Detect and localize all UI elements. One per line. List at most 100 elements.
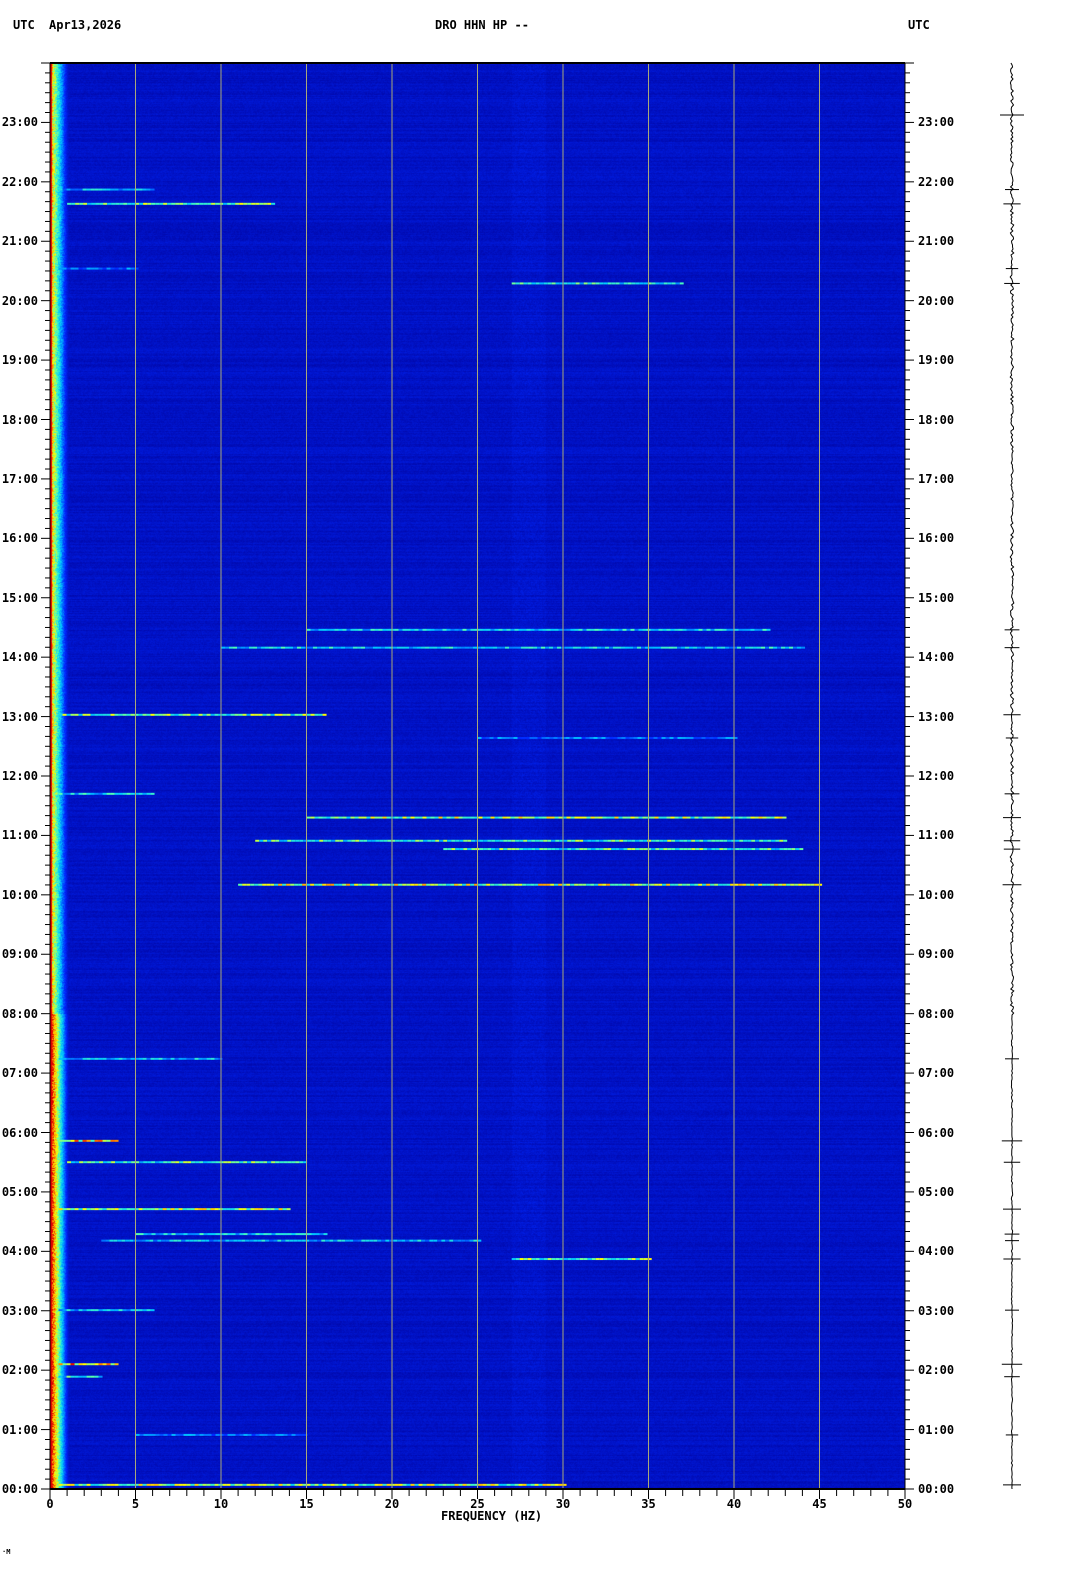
spectral-event-segment (458, 816, 463, 819)
spectral-event-segment (82, 1309, 87, 1312)
spectral-event-segment (409, 1239, 414, 1242)
spectral-event-segment (554, 1483, 559, 1486)
spectral-event-segment (734, 883, 739, 886)
spectral-event-segment (369, 646, 373, 649)
spectral-event-segment (98, 1363, 103, 1366)
spectral-event-segment (554, 883, 559, 886)
spectral-event-segment (154, 1483, 159, 1486)
spectral-event-segment (578, 816, 583, 819)
spectral-event-segment (623, 1258, 628, 1261)
spectral-event-segment (478, 816, 483, 819)
spectral-event-segment (303, 839, 308, 842)
spectral-event-segment (725, 736, 730, 739)
spectral-event-segment (491, 848, 496, 851)
spectral-event-segment (713, 736, 718, 739)
spectral-event-segment (166, 1057, 171, 1060)
spectral-event-segment (495, 848, 500, 851)
spectral-event-segment (78, 1363, 83, 1366)
spectral-event-segment (542, 883, 547, 886)
spectral-event-segment (350, 628, 355, 631)
spectral-event-segment (138, 792, 143, 795)
spectral-event-segment (685, 736, 690, 739)
spectral-event-segment (402, 816, 407, 819)
spectral-event-segment (291, 1433, 296, 1436)
spectral-event-segment (358, 628, 363, 631)
spectral-event-segment (518, 628, 523, 631)
spectral-event-segment (665, 646, 669, 649)
spectral-event-segment (643, 282, 648, 285)
spectral-event-segment (58, 713, 63, 716)
spectral-event-segment (199, 1161, 204, 1164)
spectral-event-segment (135, 1433, 140, 1436)
spectral-event-segment (517, 646, 521, 649)
spectral-event-segment (298, 713, 303, 716)
spectral-event-segment (683, 848, 688, 851)
spectral-event-segment (62, 267, 67, 270)
spectral-event-segment (611, 839, 616, 842)
y-tick-label-left: 04:00 (1, 1244, 38, 1259)
spectral-event-segment (661, 646, 665, 649)
spectral-event-segment (211, 202, 216, 205)
spectral-event-segment (322, 713, 327, 716)
spectral-event-segment (263, 1233, 268, 1236)
spectral-event-segment (150, 1309, 155, 1312)
spectral-event-segment (701, 736, 706, 739)
spectral-event-segment (693, 646, 697, 649)
spectral-event-segment (381, 646, 385, 649)
spectral-event-segment (170, 1208, 175, 1211)
spectral-event-segment (215, 1161, 220, 1164)
spectral-event-segment (103, 202, 108, 205)
spectral-event-segment (227, 1433, 232, 1436)
spectral-event-segment (233, 1239, 238, 1242)
spectral-event-segment (731, 848, 736, 851)
spectral-event-segment (397, 646, 401, 649)
spectral-event-segment (255, 1433, 260, 1436)
spectral-event-segment (399, 839, 404, 842)
spectral-event-segment (598, 883, 603, 886)
spectral-event-segment (750, 628, 755, 631)
spectral-event-segment (110, 792, 115, 795)
spectral-event-segment (470, 883, 475, 886)
spectral-event-segment (207, 1161, 212, 1164)
spectral-event-segment (239, 1233, 244, 1236)
spectral-event-segment (685, 646, 689, 649)
spectral-event-segment (82, 713, 87, 716)
spectral-event-segment (295, 839, 300, 842)
spectral-event-segment (138, 1057, 143, 1060)
spectral-event-segment (774, 816, 779, 819)
spectral-event-segment (477, 1239, 482, 1242)
spectral-event-segment (366, 883, 371, 886)
spectral-event-segment (575, 848, 580, 851)
spectral-event-segment (338, 1483, 343, 1486)
spectral-event-segment (710, 628, 715, 631)
spectral-event-segment (82, 188, 87, 191)
spectral-event-segment (229, 1239, 234, 1242)
spectral-event-segment (603, 1258, 608, 1261)
spectral-event-segment (270, 1208, 275, 1211)
spectral-event-segment (153, 1239, 158, 1242)
spectral-event-segment (378, 1483, 383, 1486)
spectral-event-segment (167, 1233, 172, 1236)
spectral-event-segment (126, 1057, 131, 1060)
spectral-event-segment (706, 883, 711, 886)
spectral-event-segment (214, 1208, 219, 1211)
spectral-event-segment (99, 1161, 104, 1164)
spectral-event-segment (579, 839, 584, 842)
spectral-event-segment (231, 1161, 236, 1164)
spectral-event-segment (422, 883, 427, 886)
spectral-event-segment (623, 839, 628, 842)
spectral-event-segment (90, 188, 95, 191)
spectral-event-segment (617, 736, 622, 739)
spectral-event-segment (106, 1483, 111, 1486)
spectral-event-segment (302, 1483, 307, 1486)
spectral-event-segment (66, 1483, 71, 1486)
spectral-event-segment (762, 628, 767, 631)
spectral-event-segment (550, 628, 555, 631)
spectral-event-segment (70, 1483, 75, 1486)
spectral-event-segment (318, 816, 323, 819)
spectral-event-segment (370, 628, 375, 631)
spectral-event-segment (70, 792, 75, 795)
spectral-event-segment (273, 1239, 278, 1242)
spectral-event-segment (318, 713, 323, 716)
spectral-event-segment (78, 1309, 83, 1312)
